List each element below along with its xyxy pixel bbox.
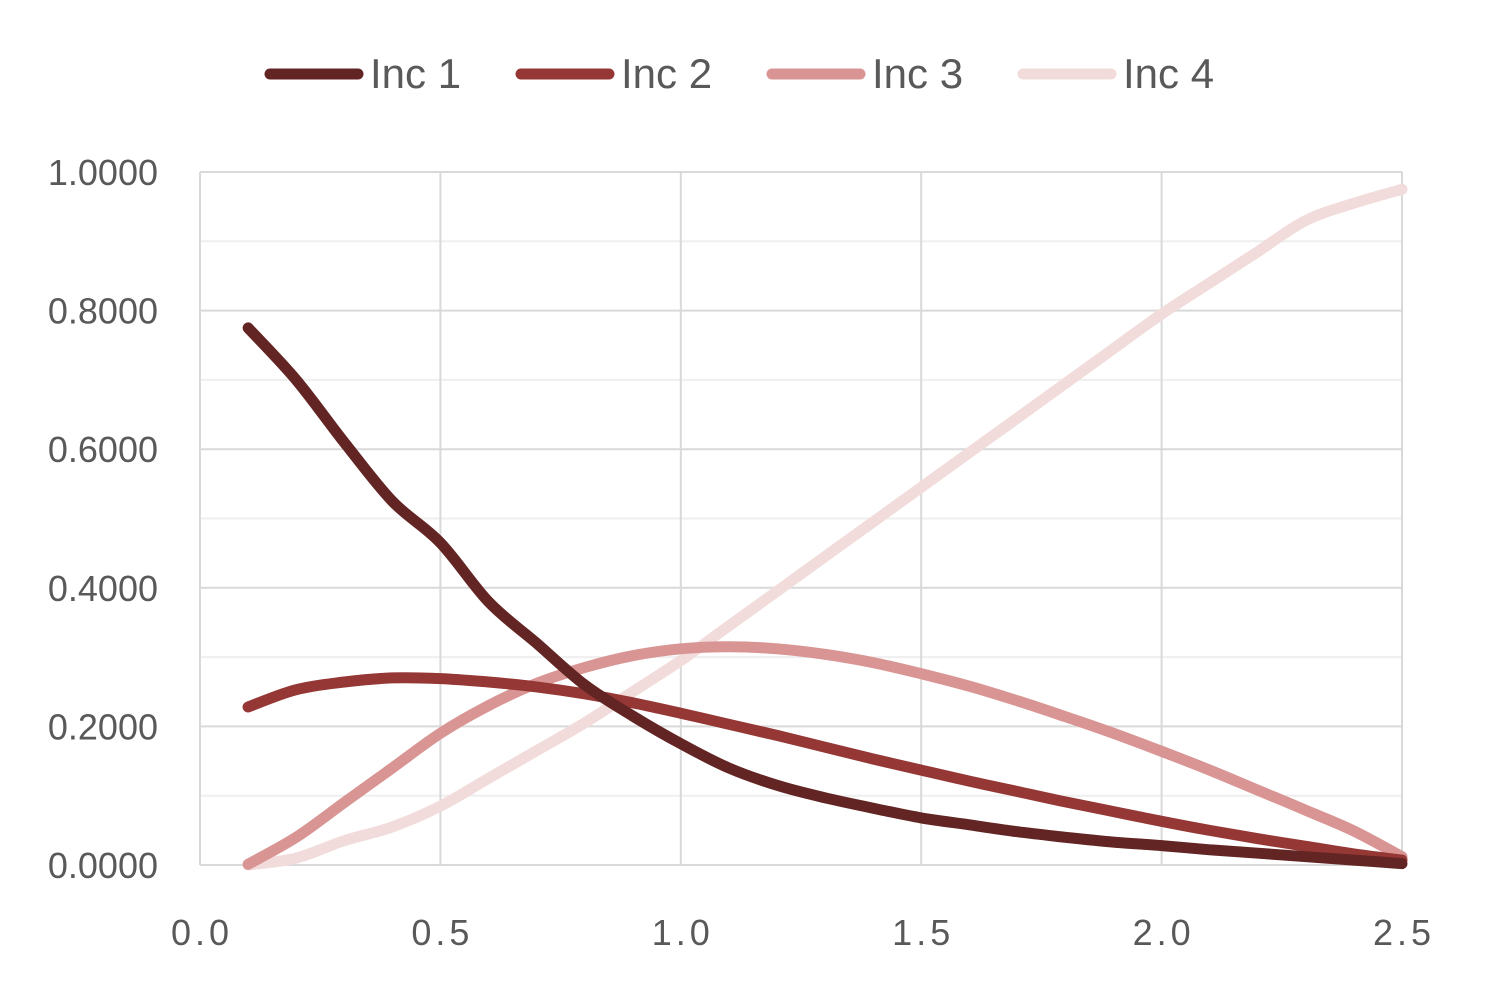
y-tick-label: 1.0000: [48, 152, 158, 193]
series-line-inc-2: [242, 672, 1408, 866]
y-tick-label: 0.2000: [48, 706, 158, 747]
y-tick-label: 0.0000: [48, 845, 158, 886]
x-tick-label: 0.5: [411, 912, 473, 953]
x-tick-label: 0.0: [171, 912, 233, 953]
legend-item-inc-1: Inc 1: [264, 50, 461, 97]
legend-item-inc-2: Inc 2: [515, 50, 712, 97]
series-line-inc-4: [242, 183, 1408, 871]
y-tick-label: 0.8000: [48, 291, 158, 332]
x-tick-label: 1.5: [892, 912, 954, 953]
axes: 0.0000 0.2000 0.4000 0.6000 0.8000 1.0000 0.0 0…: [48, 152, 1435, 953]
legend-label-inc-2: Inc 2: [621, 50, 712, 97]
legend: Inc 1 Inc 2 Inc 3 Inc 4: [264, 50, 1214, 97]
y-tick-label: 0.6000: [48, 429, 158, 470]
legend-item-inc-3: Inc 3: [766, 50, 963, 97]
x-tick-label: 2.0: [1133, 912, 1195, 953]
y-tick-label: 0.4000: [48, 568, 158, 609]
x-tick-label: 1.0: [652, 912, 714, 953]
legend-label-inc-4: Inc 4: [1123, 50, 1214, 97]
x-tick-label: 2.5: [1373, 912, 1435, 953]
series-line-inc-1: [242, 322, 1408, 870]
legend-label-inc-1: Inc 1: [370, 50, 461, 97]
legend-item-inc-4: Inc 4: [1017, 50, 1214, 97]
series-line-inc-3: [242, 641, 1408, 870]
series-lines: [242, 183, 1408, 871]
legend-label-inc-3: Inc 3: [872, 50, 963, 97]
